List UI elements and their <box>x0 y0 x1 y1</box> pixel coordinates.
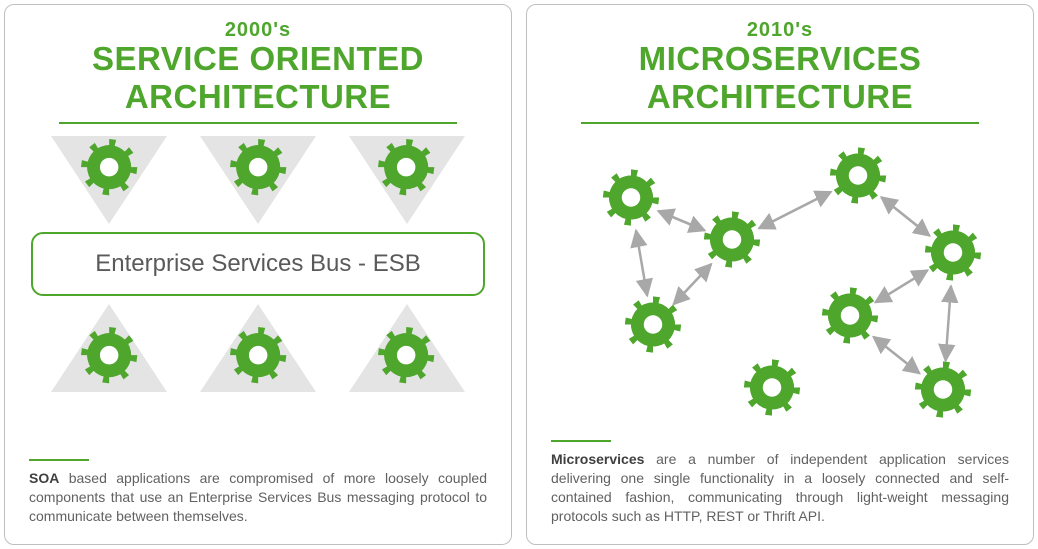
soa-bottom-row <box>29 302 487 392</box>
gear-icon <box>913 360 973 425</box>
soa-desc-text: based applications are compromised of mo… <box>29 470 487 524</box>
gear-icon <box>79 137 139 202</box>
gear-icon <box>742 357 802 422</box>
micro-panel: 2010's MICROSERVICES ARCHITECTURE <box>526 4 1034 545</box>
gear-icon <box>376 325 436 390</box>
gear-icon <box>600 167 660 232</box>
soa-service-cell <box>198 302 318 392</box>
divider <box>59 122 457 124</box>
divider <box>551 440 611 442</box>
gear-icon <box>923 222 983 287</box>
soa-panel: 2000's SERVICE ORIENTED ARCHITECTURE Ent… <box>4 4 512 545</box>
soa-title: SERVICE ORIENTED ARCHITECTURE <box>29 40 487 116</box>
gear-icon <box>79 325 139 390</box>
gear-icon <box>702 209 762 274</box>
soa-era: 2000's <box>29 19 487 42</box>
esb-box: Enterprise Services Bus - ESB <box>31 232 485 296</box>
soa-service-cell <box>49 136 169 226</box>
gear-icon <box>622 294 682 359</box>
soa-service-cell <box>49 302 169 392</box>
soa-diagram: Enterprise Services Bus - ESB <box>29 136 487 451</box>
micro-desc-bold: Microservices <box>551 451 644 467</box>
divider <box>29 459 89 461</box>
soa-service-cell <box>347 136 467 226</box>
gear-icon <box>376 137 436 202</box>
soa-top-row <box>29 136 487 226</box>
gear-icon <box>828 146 888 211</box>
soa-service-cell <box>198 136 318 226</box>
micro-diagram <box>551 136 1009 432</box>
gear-icon <box>228 137 288 202</box>
gear-icon <box>820 285 880 350</box>
soa-service-cell <box>347 302 467 392</box>
micro-description: Microservices are a number of independen… <box>551 450 1009 526</box>
gear-icon <box>228 325 288 390</box>
micro-era: 2010's <box>551 19 1009 42</box>
soa-description: SOA based applications are compromised o… <box>29 469 487 526</box>
divider <box>581 122 979 124</box>
soa-desc-bold: SOA <box>29 470 59 486</box>
micro-title: MICROSERVICES ARCHITECTURE <box>551 40 1009 116</box>
